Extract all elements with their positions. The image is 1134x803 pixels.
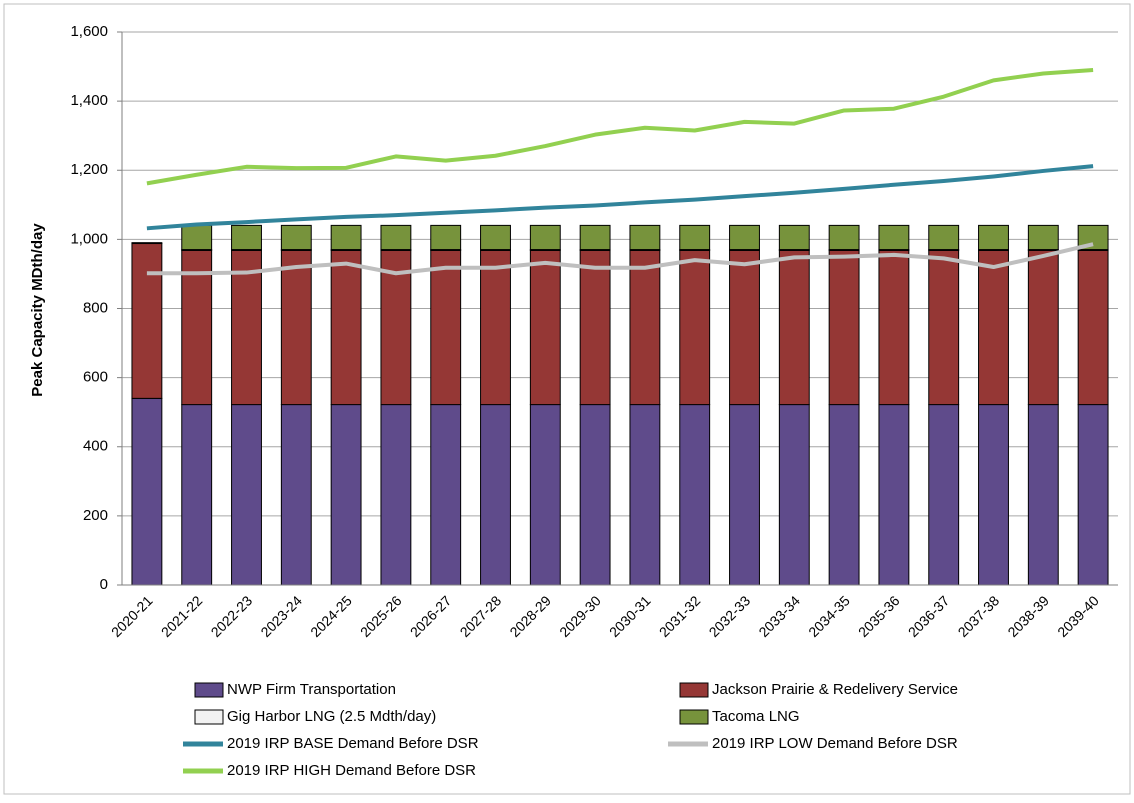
bar-segment [430, 249, 462, 406]
bar-segment [231, 249, 262, 406]
bar-segment [778, 249, 810, 406]
y-axis-title: Peak Capacity MDth/day [29, 223, 46, 397]
bar-segment [1027, 224, 1059, 251]
bar-segment [380, 249, 412, 406]
bar-segment [978, 404, 1009, 586]
bar-segment [928, 249, 960, 406]
y-tick-label: 800 [83, 299, 108, 316]
bar-segment [430, 224, 462, 251]
bar-segment [878, 249, 910, 406]
bar-segment [529, 224, 561, 251]
bar-segment [629, 249, 661, 406]
y-tick-label: 600 [83, 369, 108, 386]
bar-segment [1027, 249, 1059, 406]
bar-segment [778, 404, 810, 586]
bar-segment [679, 224, 711, 251]
bar-segment [828, 249, 860, 406]
bar-segment [480, 404, 511, 586]
bar-segment [1077, 249, 1109, 406]
bar-segment [131, 242, 163, 245]
legend-label: Jackson Prairie & Redelivery Service [712, 681, 958, 698]
bar-segment [778, 224, 810, 251]
bar-segment [978, 249, 1009, 406]
legend-label: Tacoma LNG [712, 708, 800, 725]
bar-segment [231, 404, 262, 586]
y-tick-label: 1,600 [70, 23, 108, 40]
bar-segment [181, 224, 213, 251]
bar-segment [629, 404, 661, 586]
y-tick-label: 0 [100, 576, 108, 593]
bar-segment [1027, 404, 1059, 586]
bar-segment [231, 224, 262, 251]
bar-segment [729, 224, 760, 251]
bar-segment [529, 249, 561, 406]
legend-swatch [194, 682, 224, 698]
y-tick-label: 400 [83, 438, 108, 455]
bar-segment [978, 224, 1009, 251]
line-series [146, 164, 1094, 231]
bar-segment [828, 224, 860, 251]
bar-segment [928, 404, 960, 586]
legend-swatch [194, 709, 224, 725]
bar-segment [181, 404, 213, 586]
y-tick-label: 1,200 [70, 161, 108, 178]
y-tick-label: 200 [83, 507, 108, 524]
legend-label: 2019 IRP HIGH Demand Before DSR [227, 762, 476, 779]
bar-segment [330, 249, 362, 406]
legend-swatch [679, 682, 709, 698]
bar-segment [579, 249, 611, 406]
legend-label: Gig Harbor LNG (2.5 Mdth/day) [227, 708, 436, 725]
bar-segment [131, 397, 163, 586]
bar-segment [928, 224, 960, 251]
y-tick-label: 1,400 [70, 92, 108, 109]
bar-segment [729, 404, 760, 586]
bar-segment [529, 404, 561, 586]
bar-segment [679, 249, 711, 406]
bar-segment [579, 404, 611, 586]
legend-label: 2019 IRP BASE Demand Before DSR [227, 735, 479, 752]
bar-segment [729, 249, 760, 406]
legend-label: NWP Firm Transportation [227, 681, 396, 698]
y-tick-label: 1,000 [70, 230, 108, 247]
bar-segment [330, 404, 362, 586]
legend-swatch [679, 709, 709, 725]
bar-segment [679, 404, 711, 586]
bar-segment [181, 249, 213, 406]
bar-segment [280, 249, 312, 406]
bar-segment [828, 404, 860, 586]
chart-frame [3, 3, 1131, 795]
legend-label: 2019 IRP LOW Demand Before DSR [712, 735, 958, 752]
line-series [146, 242, 1094, 276]
bar-segment [1077, 404, 1109, 586]
bar-segment [131, 243, 163, 399]
bar-segment [280, 224, 312, 251]
bar-segment [579, 224, 611, 251]
bar-segment [380, 224, 412, 251]
bar-segment [629, 224, 661, 251]
bar-segment [878, 224, 910, 251]
bar-segment [430, 404, 462, 586]
bar-segment [878, 404, 910, 586]
bar-segment [480, 224, 511, 251]
bar-segment [480, 249, 511, 406]
line-series [146, 68, 1094, 186]
bar-segment [280, 404, 312, 586]
bar-segment [330, 224, 362, 251]
bar-segment [380, 404, 412, 586]
